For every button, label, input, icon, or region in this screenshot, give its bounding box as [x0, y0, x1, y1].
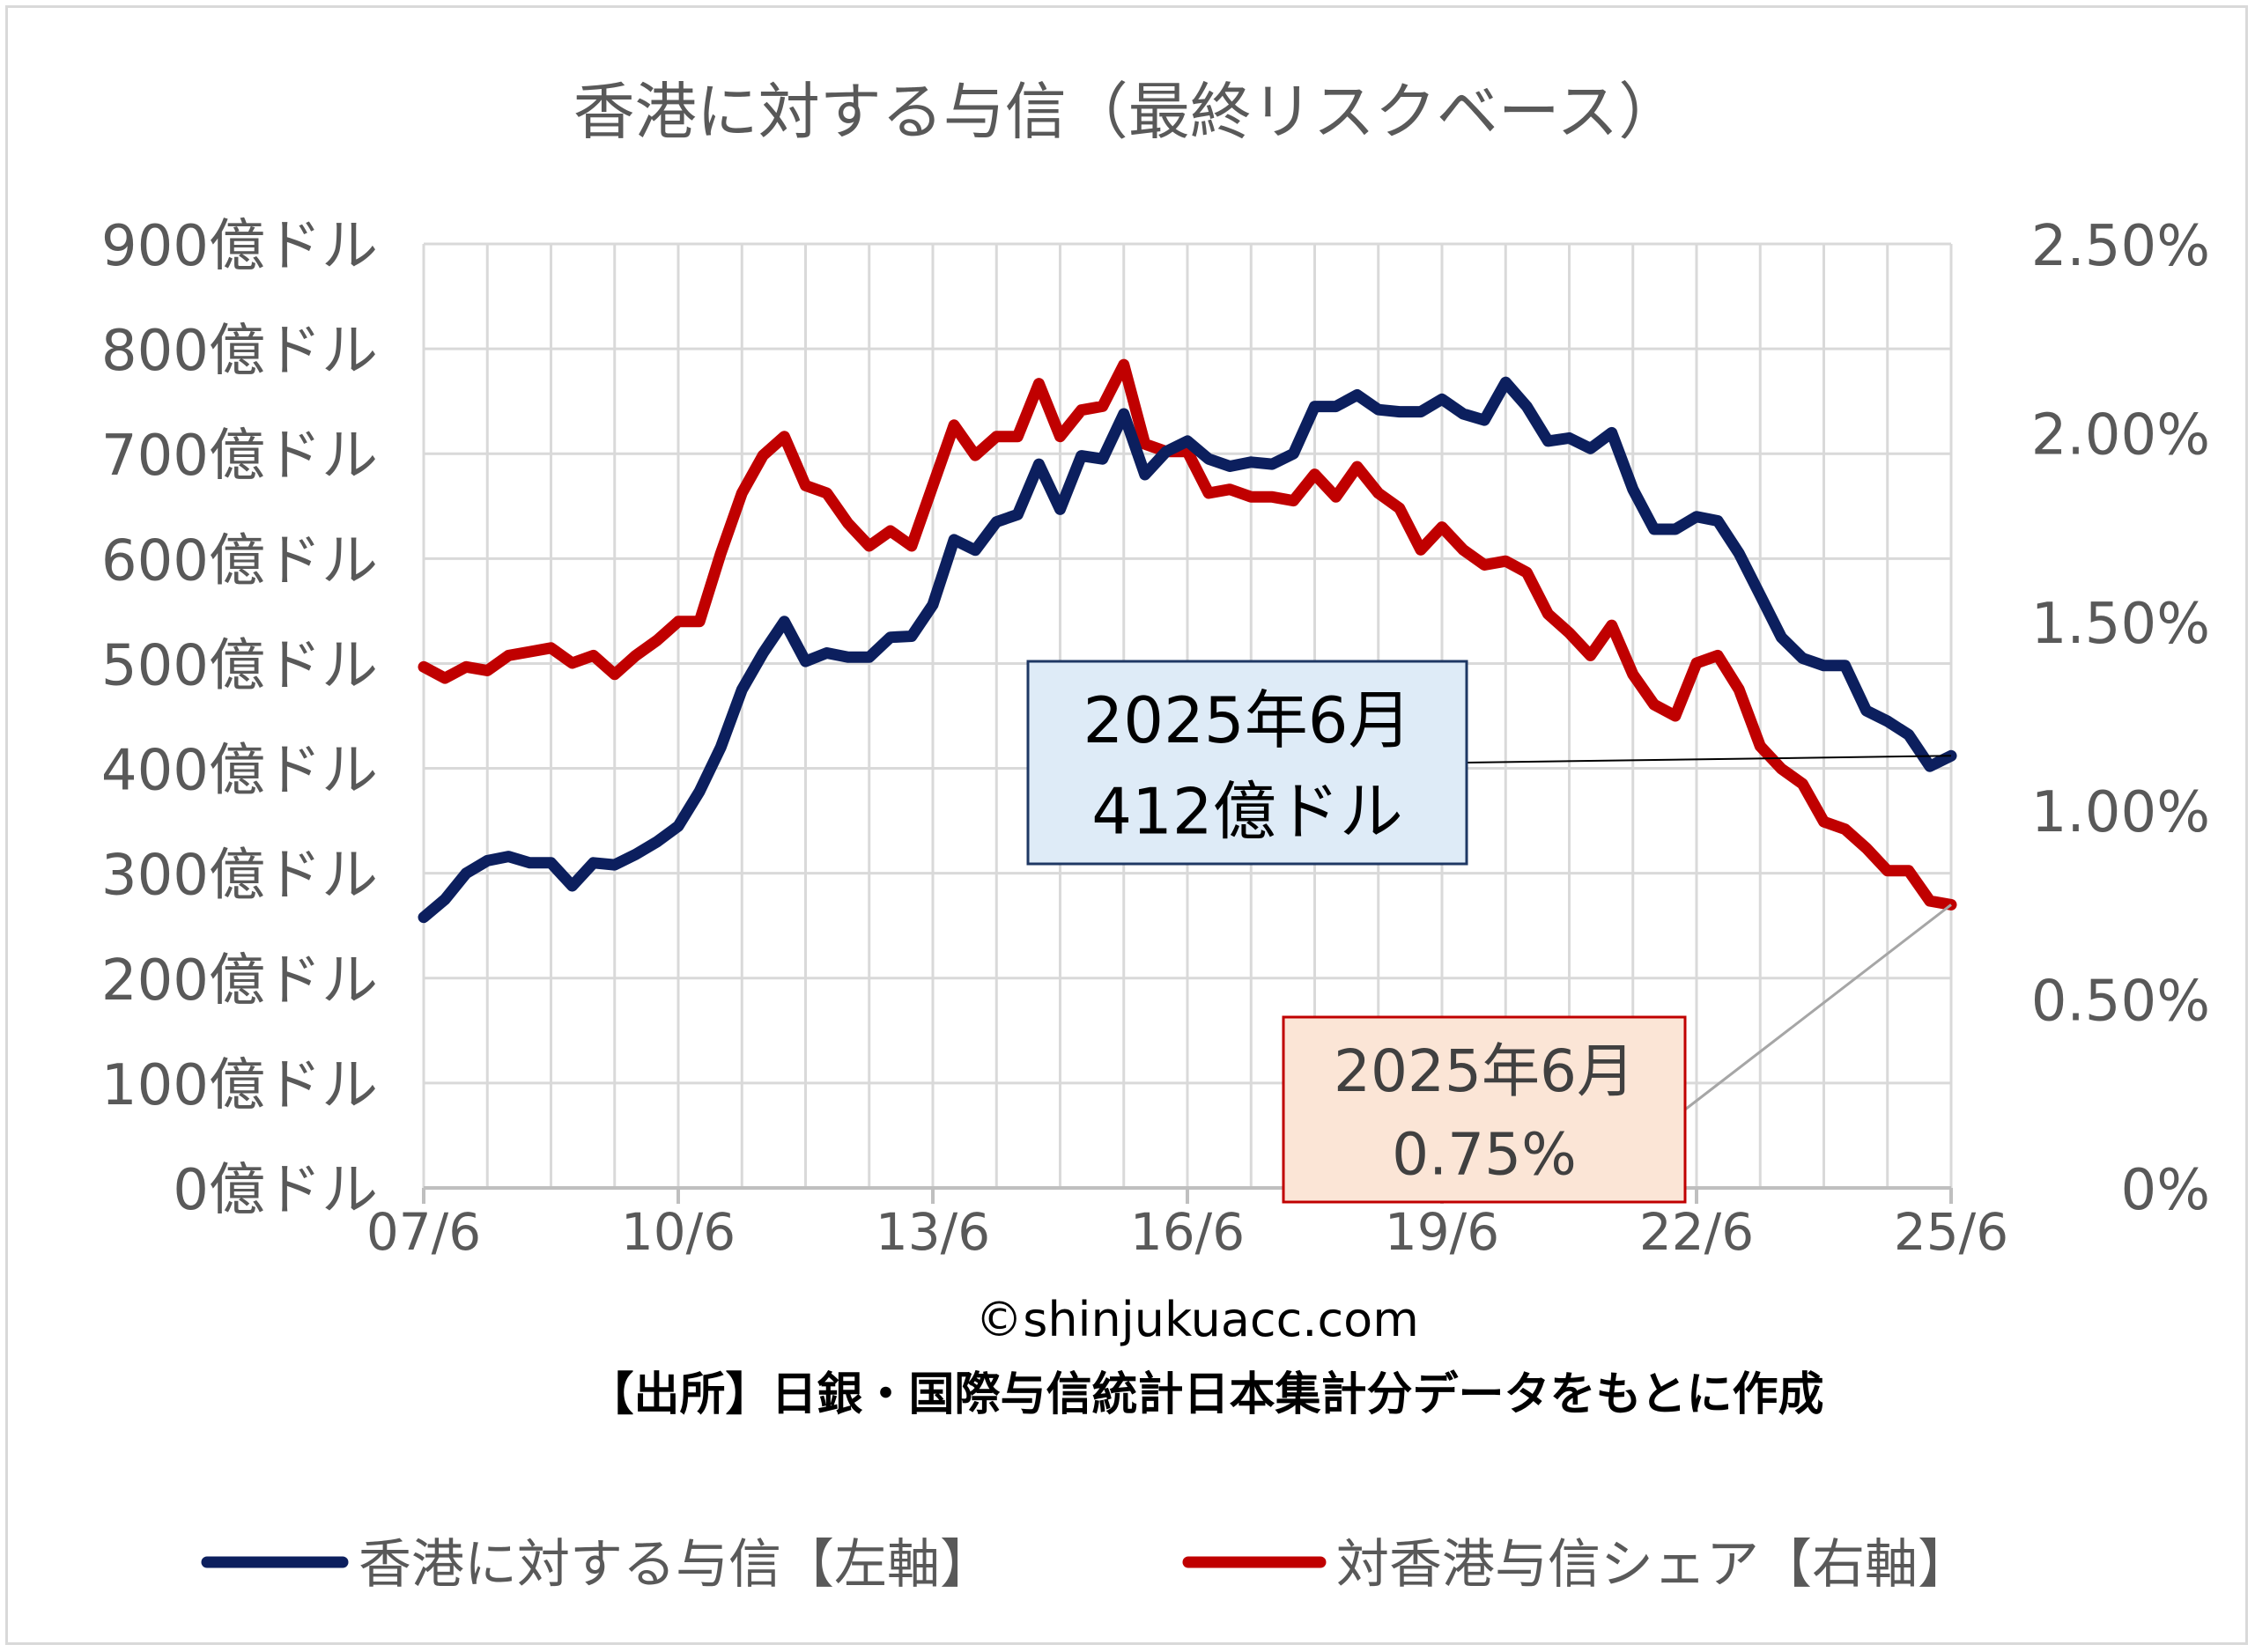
series-line-share — [418, 358, 1957, 911]
chart-title: 香港に対する与信（最終リスクベース） — [573, 76, 1681, 148]
right-tick-label: 1.00% — [2031, 780, 2210, 845]
left-tick-label: 100億ドル — [101, 1053, 378, 1118]
right-y-axis: 0% 0.50% 1.00% 1.50% 2.00% 2.50% — [2031, 214, 2210, 1223]
left-tick-label: 400億ドル — [101, 739, 378, 804]
left-tick-label: 800億ドル — [101, 319, 378, 384]
right-tick-label: 0% — [2120, 1158, 2210, 1223]
left-tick-label: 500億ドル — [101, 633, 378, 698]
right-tick-label: 2.00% — [2031, 402, 2210, 468]
annotation-date-label: 2025年6月 — [1083, 683, 1411, 757]
annotation-value-label: 0.75% — [1392, 1121, 1577, 1189]
legend: 香港に対する与信【左軸】 対香港与信シェア【右軸】 — [201, 1534, 1970, 1596]
left-tick-label: 200億ドル — [101, 948, 378, 1014]
left-tick-label: 700億ドル — [101, 424, 378, 489]
right-tick-label: 0.50% — [2031, 970, 2210, 1035]
left-y-axis: 0億ドル 100億ドル 200億ドル 300億ドル 400億ドル 500億ドル 600億ドル… — [101, 214, 378, 1223]
x-tick-label: 07/6 — [366, 1202, 481, 1262]
x-tick-label: 22/6 — [1639, 1202, 1754, 1262]
annotation-leader-line — [1684, 903, 1952, 1111]
right-tick-label: 2.50% — [2031, 214, 2210, 279]
annotation-value-label: 412億ドル — [1091, 775, 1402, 849]
x-tick-label: 10/6 — [621, 1202, 736, 1262]
annotation-date-label: 2025年6月 — [1334, 1037, 1635, 1105]
x-axis: 07/6 10/6 13/6 16/6 19/6 22/6 25/6 — [366, 1186, 2008, 1262]
x-tick-label: 16/6 — [1130, 1202, 1245, 1262]
annotation-box — [1026, 660, 1468, 866]
annotation-layer: 2025年6月 412億ドル 2025年6月 0.75% — [1026, 660, 1952, 1204]
left-tick-label: 600億ドル — [101, 528, 378, 594]
series-line-credit — [418, 376, 1957, 924]
copyright-text: ©shinjukuacc.com — [975, 1292, 1419, 1347]
right-tick-label: 1.50% — [2031, 592, 2210, 657]
legend-label-credit: 香港に対する与信【左軸】 — [359, 1534, 993, 1596]
x-tick-label: 19/6 — [1385, 1202, 1499, 1262]
left-tick-label: 300億ドル — [101, 844, 378, 909]
annotation-leader-line — [1466, 755, 1952, 763]
legend-label-share: 対香港与信シェア【右軸】 — [1336, 1534, 1970, 1596]
x-tick-label: 25/6 — [1894, 1202, 2008, 1262]
chart-frame: 香港に対する与信（最終リスクベース） 0億ドル 100億ドル 200億ドル 300億ド… — [5, 5, 2248, 1645]
source-text: 【出所】日銀・国際与信統計日本集計分データをもとに作成 — [588, 1368, 1824, 1421]
x-tick-label: 13/6 — [876, 1202, 990, 1262]
chart-canvas: 香港に対する与信（最終リスクベース） 0億ドル 100億ドル 200億ドル 300億ド… — [101, 76, 2210, 1596]
series-layer — [418, 358, 1957, 924]
left-tick-label: 900億ドル — [101, 214, 378, 279]
annotation-box — [1282, 1015, 1687, 1204]
left-tick-label: 0億ドル — [173, 1158, 378, 1223]
